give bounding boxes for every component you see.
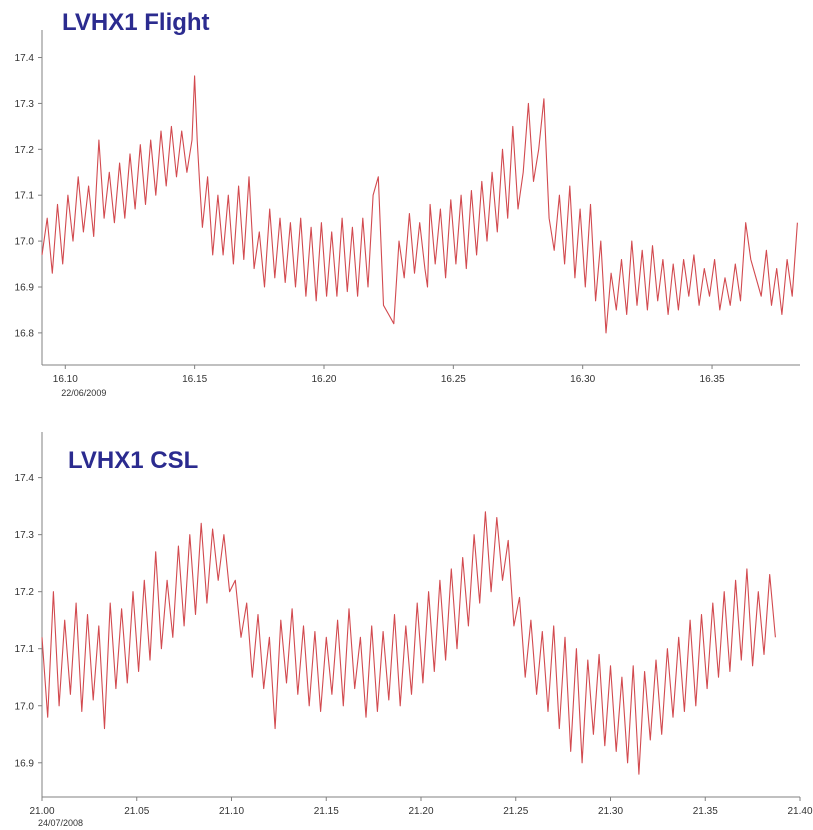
y-tick-label: 17.3 bbox=[15, 530, 35, 541]
y-tick-label: 17.2 bbox=[15, 145, 35, 156]
x-tick-label: 21.15 bbox=[314, 806, 339, 817]
x-tick-label: 16.35 bbox=[700, 374, 725, 385]
x-tick-label: 21.25 bbox=[503, 806, 528, 817]
chart-title: LVHX1 Flight bbox=[62, 9, 210, 36]
y-tick-label: 17.1 bbox=[15, 644, 35, 655]
date-label: 22/06/2009 bbox=[61, 388, 106, 398]
x-tick-label: 21.10 bbox=[219, 806, 244, 817]
y-tick-label: 16.9 bbox=[15, 758, 35, 769]
y-tick-label: 16.8 bbox=[15, 328, 35, 339]
series-line bbox=[41, 75, 798, 334]
x-tick-label: 21.30 bbox=[598, 806, 623, 817]
x-tick-label: 16.25 bbox=[441, 374, 466, 385]
y-tick-label: 16.9 bbox=[15, 282, 35, 293]
y-tick-label: 17.4 bbox=[15, 473, 35, 484]
y-tick-label: 17.3 bbox=[15, 99, 35, 110]
y-tick-label: 17.0 bbox=[15, 701, 35, 712]
x-tick-label: 21.35 bbox=[693, 806, 718, 817]
y-tick-label: 17.2 bbox=[15, 587, 35, 598]
date-label: 24/07/2008 bbox=[38, 818, 83, 828]
x-tick-label: 21.00 bbox=[29, 806, 54, 817]
x-tick-label: 21.40 bbox=[787, 806, 812, 817]
series-line bbox=[41, 511, 776, 775]
y-tick-label: 17.0 bbox=[15, 237, 35, 248]
y-tick-label: 17.1 bbox=[15, 191, 35, 202]
chart-lvhx1-flight: 16.8 16.9 17.0 17.1 17.2 17.3 17.4 16.10 16.15 16… bbox=[15, 9, 800, 398]
x-tick-label: 16.10 bbox=[53, 374, 78, 385]
y-tick-label: 17.4 bbox=[15, 53, 35, 64]
chart-lvhx1-csl: 16.9 17.0 17.1 17.2 17.3 17.4 21.00 21.05 21.10 2… bbox=[15, 432, 813, 828]
x-tick-label: 16.30 bbox=[570, 374, 595, 385]
x-tick-label: 16.20 bbox=[311, 374, 336, 385]
chart-title: LVHX1 CSL bbox=[68, 447, 198, 474]
x-tick-label: 16.15 bbox=[182, 374, 207, 385]
x-tick-label: 21.20 bbox=[408, 806, 433, 817]
x-tick-label: 21.05 bbox=[124, 806, 149, 817]
